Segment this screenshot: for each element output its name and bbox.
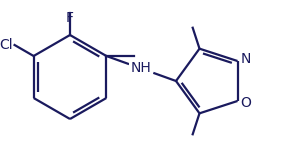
Text: F: F xyxy=(66,11,74,25)
Text: Cl: Cl xyxy=(0,38,13,52)
Text: O: O xyxy=(241,96,251,110)
Text: NH: NH xyxy=(131,62,151,75)
Text: N: N xyxy=(241,52,251,66)
